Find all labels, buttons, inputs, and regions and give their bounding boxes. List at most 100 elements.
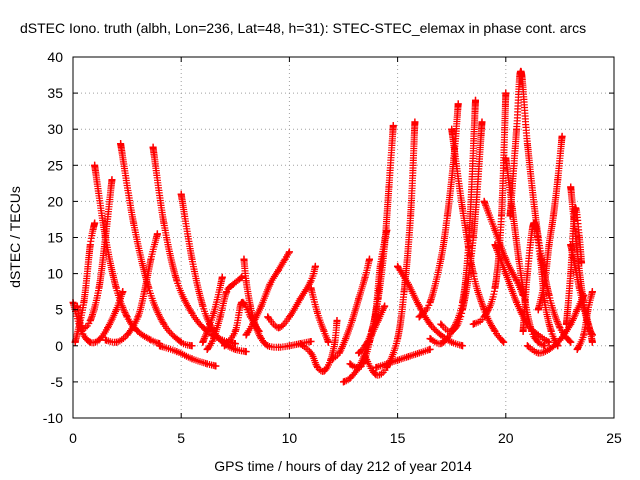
data-point: [296, 295, 304, 303]
data-point: [147, 255, 155, 263]
data-point: [480, 313, 488, 321]
data-point: [104, 324, 112, 332]
data-point: [101, 234, 109, 241]
data-point: [130, 219, 138, 227]
data-point: [188, 309, 196, 317]
data-point: [530, 219, 538, 227]
data-point: [123, 331, 131, 339]
data-point: [257, 335, 265, 343]
data-point: [541, 298, 549, 306]
data-point: [246, 302, 254, 310]
data-point: [275, 266, 283, 274]
data-point: [307, 277, 315, 285]
data-point: [437, 340, 445, 348]
data-point: [459, 205, 467, 213]
data-point: [333, 317, 341, 325]
data-point: [329, 355, 337, 363]
data-point: [448, 125, 456, 133]
data-point: [588, 288, 596, 296]
series-arc: [480, 197, 527, 299]
series-arc: [91, 161, 164, 348]
data-point: [108, 176, 116, 184]
data-point: [242, 277, 250, 285]
data-point: [86, 338, 94, 346]
data-point: [519, 327, 527, 335]
y-tick-label: 15: [47, 230, 63, 246]
data-point: [335, 349, 343, 357]
data-point: [361, 342, 369, 350]
data-point: [134, 327, 142, 335]
data-point: [95, 284, 103, 292]
data-point: [415, 302, 423, 310]
data-point: [584, 320, 592, 328]
data-point: [454, 100, 462, 108]
data-point: [426, 335, 434, 343]
data-point: [177, 190, 185, 198]
data-point: [437, 255, 445, 263]
data-point: [231, 345, 239, 353]
data-point: [567, 270, 575, 278]
series-arc: [437, 118, 486, 336]
data-point: [368, 327, 376, 335]
data-point: [372, 371, 380, 379]
data-point: [415, 349, 423, 357]
series-arc: [523, 291, 588, 357]
y-tick-label: 35: [47, 85, 63, 101]
data-point: [541, 277, 549, 285]
data-point: [216, 313, 224, 321]
data-point: [231, 327, 239, 335]
data-point: [385, 183, 393, 191]
data-point: [147, 336, 155, 344]
data-point: [220, 342, 228, 350]
data-point: [119, 288, 127, 296]
series-arc: [534, 132, 566, 314]
data-point: [394, 356, 402, 364]
data-point: [314, 309, 322, 317]
grid-lines: [73, 57, 614, 418]
data-point: [212, 362, 220, 370]
y-tick-label: -10: [43, 410, 63, 426]
series-arc: [355, 122, 397, 357]
data-point: [513, 298, 521, 306]
data-point: [80, 298, 88, 306]
data-point: [517, 67, 525, 75]
series-arc: [264, 262, 319, 332]
data-point: [210, 335, 218, 343]
series-arc: [448, 125, 508, 346]
data-point: [296, 340, 304, 348]
x-tick-label: 20: [498, 430, 514, 446]
data-point: [528, 327, 536, 335]
data-point: [307, 284, 315, 292]
data-point: [578, 259, 586, 267]
series-arc: [329, 255, 373, 363]
data-point: [348, 317, 356, 325]
data-point: [554, 176, 562, 184]
y-tick-label: 20: [47, 193, 63, 209]
data-point: [229, 280, 237, 288]
series-arc: [203, 273, 246, 353]
data-point: [285, 313, 293, 321]
data-point: [556, 336, 564, 344]
data-point: [459, 306, 467, 314]
data-point: [394, 262, 402, 270]
data-point: [156, 342, 164, 350]
data-point: [502, 89, 510, 97]
data-point: [361, 273, 369, 281]
data-point: [394, 335, 402, 343]
data-point: [513, 125, 521, 133]
data-point: [91, 219, 99, 227]
data-point: [340, 378, 347, 386]
data-point: [314, 363, 322, 371]
data-point: [240, 255, 248, 263]
data-point: [411, 118, 419, 126]
data-point: [112, 284, 120, 292]
data-point: [404, 353, 412, 361]
data-point: [95, 336, 103, 344]
data-point: [575, 284, 583, 292]
y-tick-label: 10: [47, 266, 63, 282]
y-axis-label: dSTEC / TECUs: [7, 186, 23, 288]
data-point: [342, 335, 350, 343]
data-point: [251, 320, 259, 328]
data-point: [199, 302, 207, 310]
data-point: [91, 161, 99, 169]
